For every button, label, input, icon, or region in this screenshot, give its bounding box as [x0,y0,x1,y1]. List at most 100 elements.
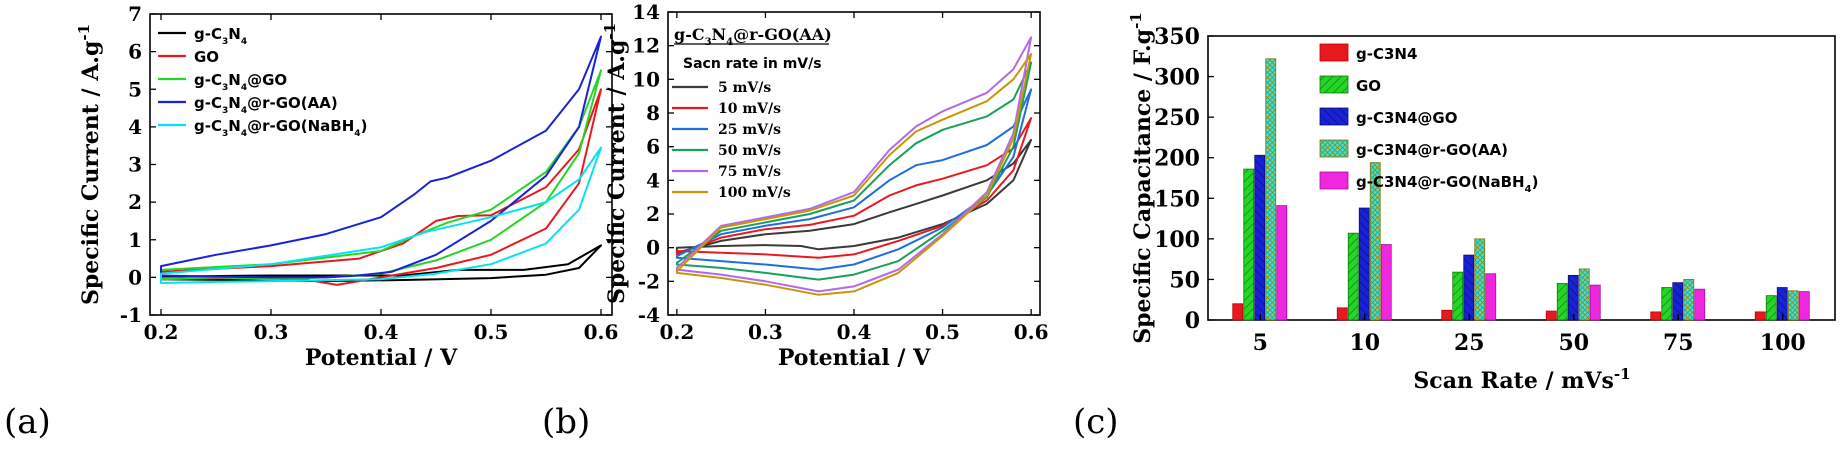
series-line-go [160,88,602,286]
x-axis-title: Potential / V [778,345,931,371]
bar-g-c3n4-r-go-nabh4--10 [1380,244,1392,321]
series-line-5-mv-s [675,138,1033,254]
x-tick-label: 0.6 [1014,320,1049,344]
bar-g-c3n4-r-go-nabh4--50 [1589,284,1601,321]
x-axis-title: Potential / V [305,345,458,371]
y-tick-label: 150 [1154,186,1200,212]
bar-go-10 [1347,232,1359,321]
legend-label: g-C3N4@r-GO(AA) [194,94,338,116]
y-tick-label: 0 [646,236,660,260]
x-tick-label: 10 [1349,330,1380,356]
y-tick-label: 8 [646,101,660,125]
legend-label: GO [1356,77,1381,95]
legend-label: g-C3N4@r-GO(AA) [1356,141,1508,159]
panel-label: (c) [1073,402,1119,442]
y-tick-label: 1 [128,228,142,252]
bar-g-c3n4-r-go-nabh4--25 [1485,273,1497,321]
x-tick-label: 0.2 [659,320,694,344]
bar-go-25 [1452,271,1464,321]
panel-label: (b) [542,402,590,442]
bar-g-c3n4-go-5 [1254,154,1266,321]
legend-label: 50 mV/s [718,143,781,159]
plot-frame [149,13,613,316]
bar-g-c3n4-50 [1545,310,1557,321]
y-tick-label: 6 [128,40,142,64]
x-tick-label: 0.5 [925,320,960,344]
legend-subtitle: Sacn rate in mV/s [683,56,822,72]
panel-label: (a) [4,402,51,442]
series-line-10-mv-s [675,117,1033,259]
bar-g-c3n4-go-50 [1567,274,1579,321]
x-axis-title: Scan Rate / mVs-1 [1413,365,1630,394]
legend-swatch [1319,75,1349,94]
legend-label: GO [194,48,219,66]
y-tick-label: 2 [128,190,142,214]
x-tick-label: 0.6 [584,320,619,344]
bar-g-c3n4-r-go-aa--5 [1265,58,1277,321]
legend-label: g-C3N4@r-GO(NaBH4) [1356,173,1538,195]
y-axis-title: Specific Current / A.g-1 [601,23,630,304]
bar-g-c3n4-75 [1650,311,1662,321]
y-tick-label: 350 [1154,24,1200,50]
x-tick-label: 50 [1558,330,1589,356]
legend-title: g-C3N4@r-GO(AA) [674,25,832,48]
y-tick-label: 0 [128,265,142,289]
bar-go-100 [1765,295,1777,321]
y-tick-label: 4 [646,168,660,192]
series-line-g-c3n4-r-go-aa- [160,35,602,279]
legend-label: 5 mV/s [718,80,771,96]
y-tick-label: 14 [632,0,660,24]
bar-g-c3n4-r-go-nabh4--100 [1798,291,1810,321]
x-tick-label: 0.3 [254,320,289,344]
y-tick-label: 5 [128,77,142,101]
bar-go-75 [1661,287,1673,321]
y-tick-label: 0 [1185,308,1200,334]
legend-swatch [1319,43,1349,62]
panel-c: 0 50 100 150 200 250 300 350 5 10 25 50 75 100 g-C3N4 G… [1073,12,1836,442]
legend-label: g-C3N4 [1356,45,1417,63]
bar-g-c3n4-go-25 [1463,254,1475,321]
legend-label: 75 mV/s [718,164,781,180]
panel-b: 0.2 0.3 0.4 0.5 0.6 -4 -2 0 2 4 6 8 10 12 14 Potential … [542,0,1049,442]
bar-g-c3n4-r-go-nabh4--5 [1276,205,1288,321]
legend-swatch [1319,139,1349,158]
y-axis-title: Specific Current / A.g-1 [75,24,104,305]
legend-swatch [1319,171,1349,190]
bar-go-50 [1556,283,1568,321]
y-tick-label: 250 [1154,105,1200,131]
legend-label: 10 mV/s [718,101,781,117]
plot-frame [1207,35,1836,321]
x-tick-label: 5 [1253,330,1268,356]
legend-label: g-C3N4 [194,25,247,47]
legend-label: g-C3N4@r-GO(NaBH4) [194,117,367,139]
x-tick-label: 0.5 [474,320,509,344]
legend-label: g-C3N4@GO [194,71,287,93]
y-tick-label: -1 [120,303,142,327]
bar-go-5 [1243,168,1255,321]
bar-g-c3n4-100 [1754,311,1766,321]
y-tick-label: 2 [646,202,660,226]
y-tick-label: 200 [1154,146,1200,172]
bar-g-c3n4-r-go-aa--10 [1369,162,1381,321]
y-tick-label: 6 [646,135,660,159]
panel-a: 0.2 0.3 0.4 0.5 0.6 -1 0 1 2 3 4 5 6 7 Potential / V Sp… [4,2,618,442]
legend-label: 25 mV/s [718,122,781,138]
x-tick-label: 0.4 [364,320,399,344]
series-line-100-mv-s [675,53,1033,296]
bar-g-c3n4-r-go-aa--25 [1474,238,1486,321]
y-tick-label: 7 [128,2,142,26]
bar-g-c3n4-r-go-aa--100 [1787,290,1799,321]
bar-g-c3n4-r-go-aa--50 [1578,268,1590,321]
y-axis-title: Specific Capacitance / F.g-1 [1127,12,1156,344]
legend-label: 100 mV/s [718,185,791,201]
bar-g-c3n4-25 [1441,309,1453,321]
y-tick-label: 100 [1154,227,1200,253]
bar-g-c3n4-r-go-nabh4--75 [1694,288,1706,321]
y-tick-label: 4 [128,115,142,139]
bar-g-c3n4-5 [1232,303,1244,321]
bar-g-c3n4-10 [1336,307,1348,321]
legend-label: g-C3N4@GO [1356,109,1457,127]
x-tick-label: 75 [1663,330,1694,356]
y-tick-label: -2 [638,269,660,293]
x-tick-label: 100 [1760,330,1806,356]
